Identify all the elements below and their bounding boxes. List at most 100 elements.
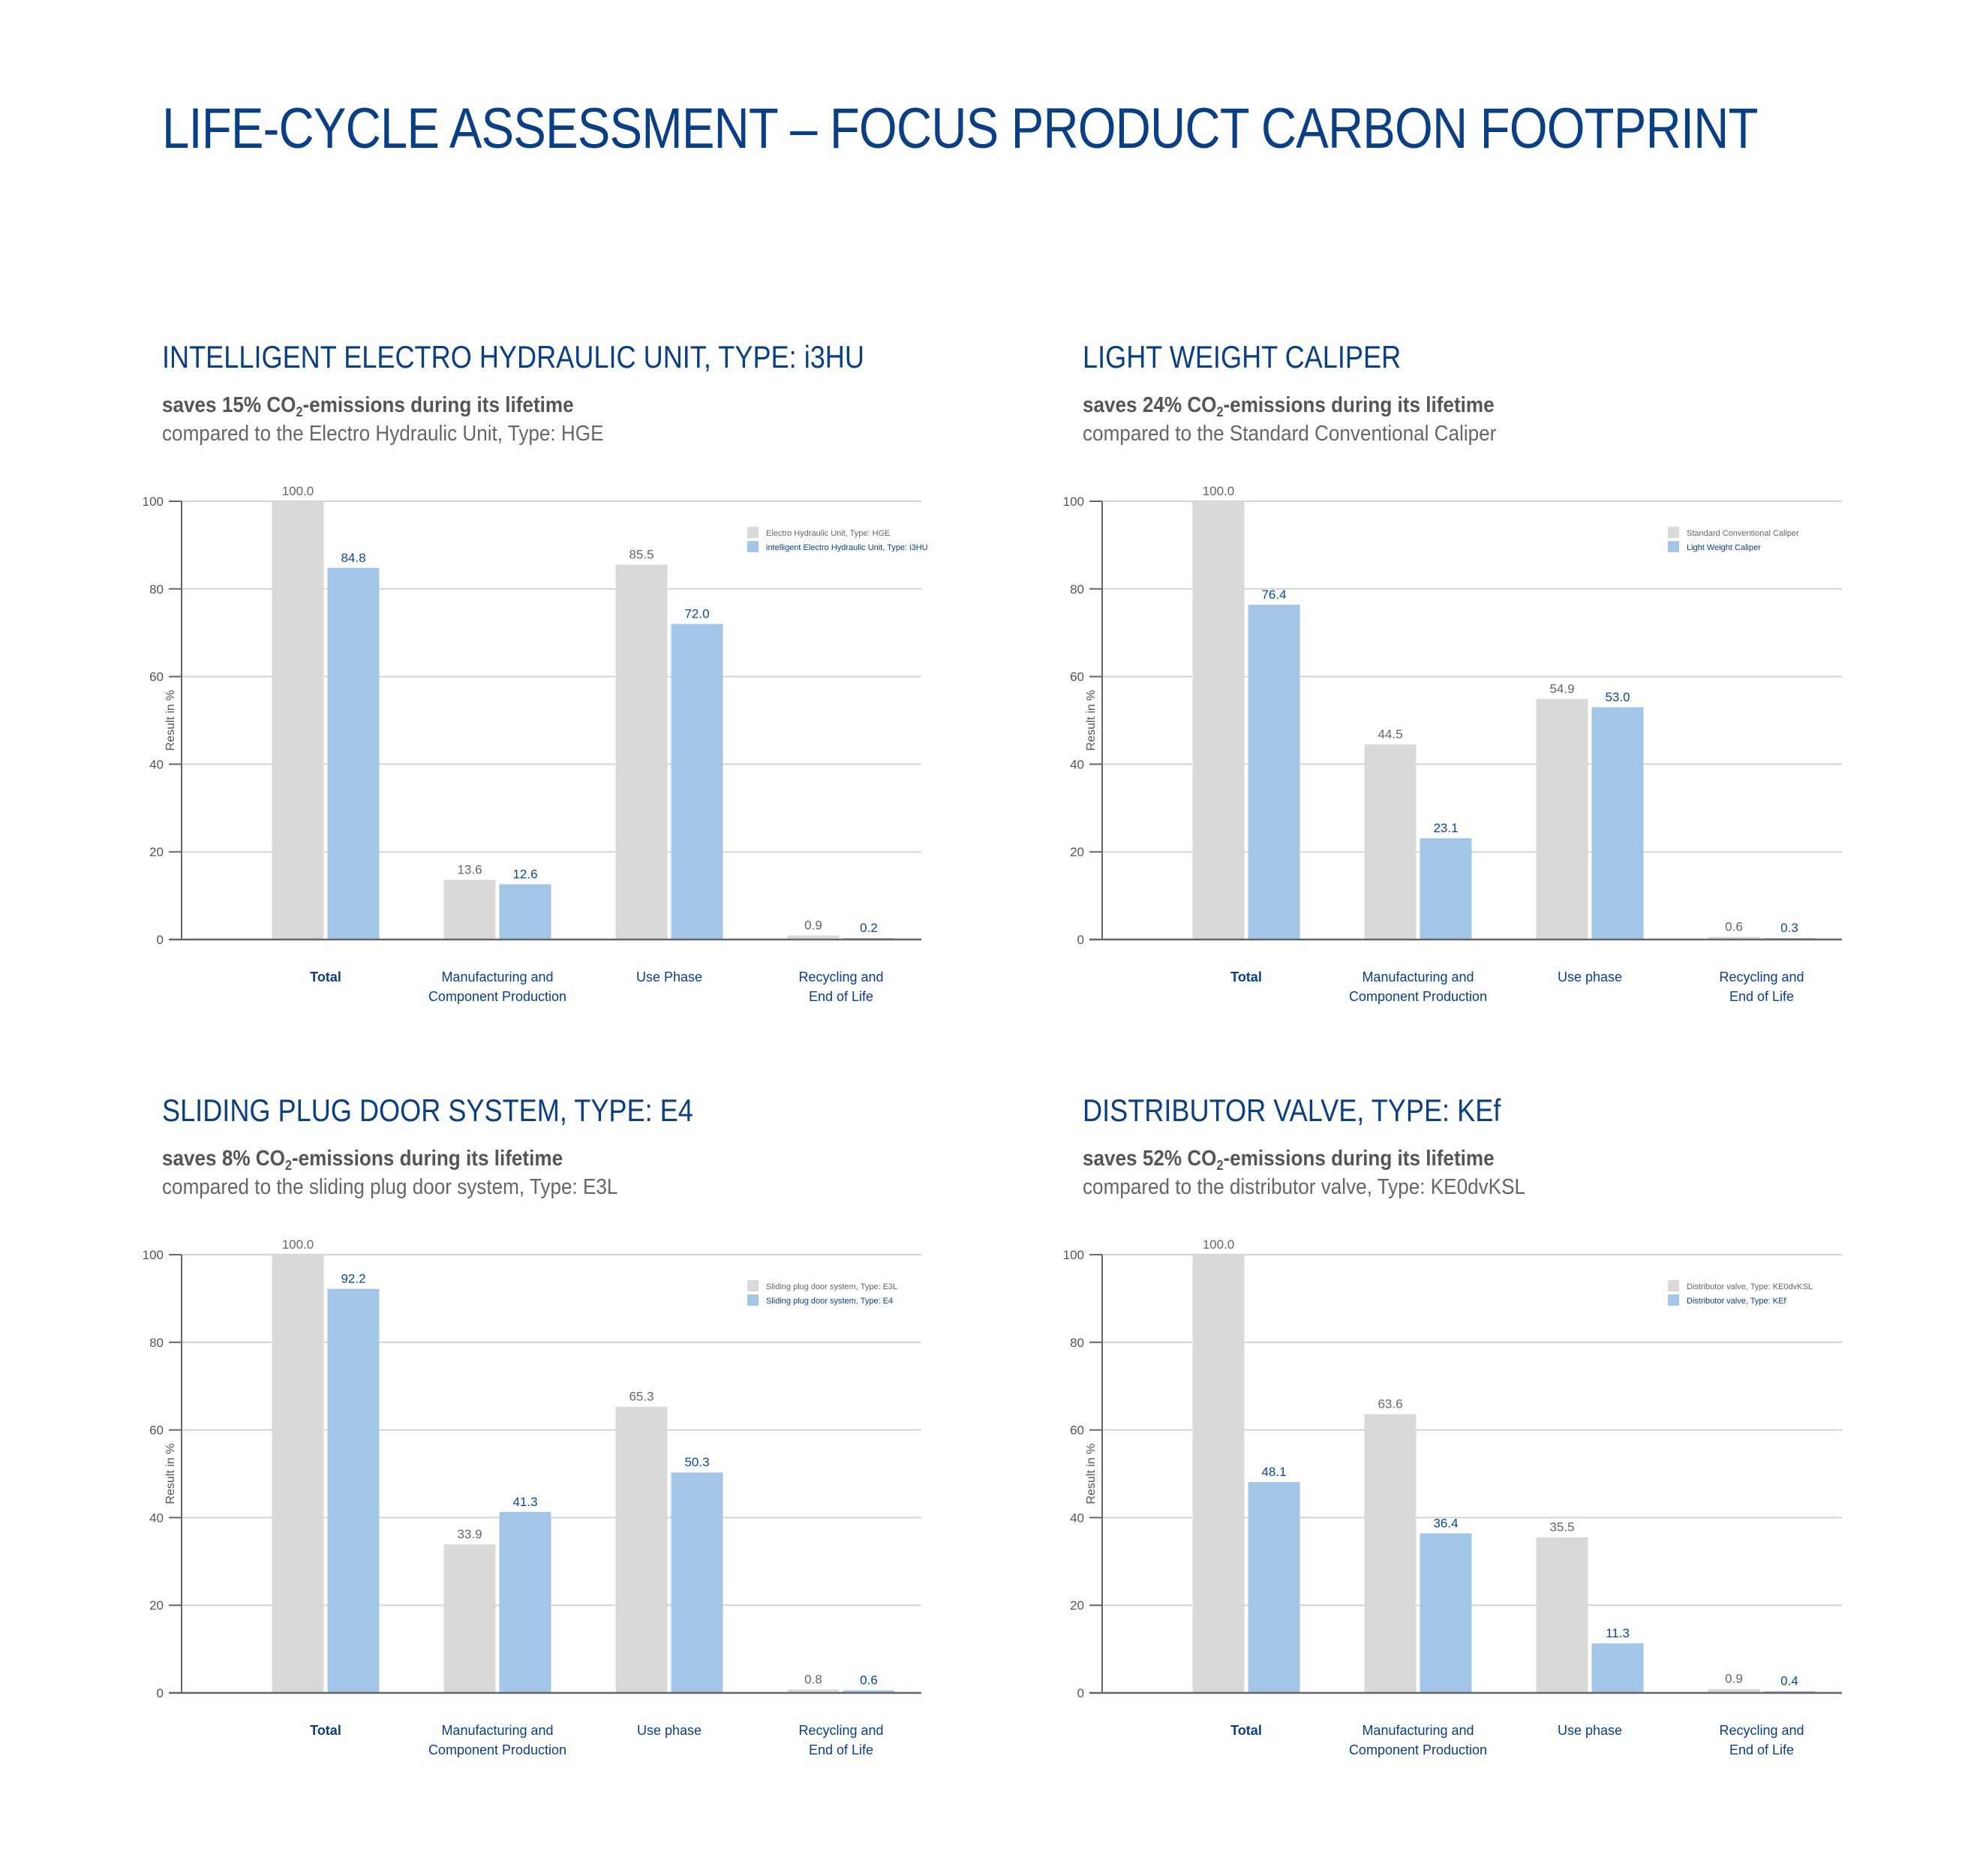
category-label: Manufacturing and [1362, 1723, 1474, 1738]
data-label: 85.5 [629, 548, 653, 562]
bar-baseline [1364, 1414, 1417, 1693]
bar-improved [327, 567, 380, 940]
bar-improved [499, 1511, 551, 1693]
data-label: 54.9 [1549, 681, 1574, 696]
comparison-text: compared to the sliding plug door system… [162, 1175, 618, 1199]
bar-chart: 0 20 40 60 80 100 Result in % 100.0 13.6 85.5 0.9 8… [143, 484, 928, 1004]
savings-subscript: 2 [296, 404, 303, 419]
bar-baseline [272, 1255, 324, 1693]
bar-baseline [1536, 1537, 1588, 1693]
category-label: Manufacturing and [441, 1723, 553, 1738]
panel-title: LIGHT WEIGHT CALIPER [1083, 339, 1402, 374]
panel-title: INTELLIGENT ELECTRO HYDRAULIC UNIT, TYPE… [162, 339, 864, 374]
y-tick-label: 40 [1070, 757, 1084, 771]
data-label: 41.3 [512, 1495, 537, 1509]
data-label: 33.9 [457, 1527, 482, 1541]
bar-improved [1420, 838, 1472, 940]
category-label: Use phase [1558, 970, 1622, 985]
category-label: Recycling and [798, 970, 883, 985]
category-label: Manufacturing and [441, 970, 553, 985]
bar-baseline [1192, 1255, 1245, 1693]
data-label: 12.6 [512, 867, 537, 881]
chart-panel-distributor-valve: DISTRIBUTOR VALVE, TYPE: KEf saves 52% C… [1063, 1093, 1983, 1805]
bar-improved [671, 1472, 723, 1693]
data-label: 100.0 [282, 484, 314, 498]
y-tick-label: 80 [149, 582, 164, 597]
bar-baseline [1708, 936, 1760, 940]
y-tick-label: 100 [1063, 1248, 1084, 1262]
bar-baseline [787, 935, 840, 940]
legend-swatch [1668, 527, 1679, 538]
savings-text: saves 8% CO2-emissions during its lifeti… [162, 1147, 563, 1174]
legend-label: Sliding plug door system, Type: E4 [766, 1297, 893, 1306]
bar-baseline [272, 501, 324, 940]
y-axis-label: Result in % [164, 1444, 177, 1505]
category-label: Recycling and [1719, 1723, 1804, 1738]
category-label: Recycling and [1719, 970, 1804, 985]
data-label: 23.1 [1433, 821, 1458, 835]
savings-suffix: -emissions during its lifetime [291, 1147, 563, 1171]
y-tick-label: 40 [149, 757, 164, 771]
data-label: 63.6 [1378, 1397, 1402, 1412]
legend-swatch [747, 1280, 759, 1291]
data-label: 50.3 [684, 1455, 709, 1469]
savings-suffix: -emissions during its lifetime [1223, 1147, 1495, 1171]
category-label: Component Production [428, 989, 566, 1004]
y-tick-label: 20 [149, 845, 164, 859]
category-label: End of Life [809, 1742, 873, 1757]
y-tick-label: 0 [157, 933, 164, 947]
bar-chart: 0 20 40 60 80 100 Result in % 100.0 33.9 65.3 0.8 9… [143, 1237, 921, 1757]
category-label: End of Life [809, 989, 873, 1004]
savings-prefix: saves 24% CO [1083, 393, 1217, 417]
bar-baseline [615, 564, 668, 940]
legend-label: Distributor valve, Type: KEf [1687, 1297, 1786, 1306]
data-label: 48.1 [1261, 1465, 1286, 1479]
comparison-text: compared to the distributor valve, Type:… [1083, 1175, 1525, 1199]
bar-improved [1248, 1482, 1300, 1693]
data-label: 0.3 [1780, 921, 1798, 935]
category-label: Total [1230, 1723, 1262, 1738]
bar-improved [1591, 707, 1644, 940]
y-tick-label: 60 [149, 670, 164, 684]
legend-swatch [1668, 541, 1679, 552]
y-tick-label: 80 [149, 1336, 164, 1350]
savings-suffix: -emissions during its lifetime [302, 393, 574, 417]
y-axis-label: Result in % [1085, 1444, 1098, 1505]
chart-panel-light-weight-caliper: LIGHT WEIGHT CALIPER saves 24% CO2-emiss… [1063, 339, 1983, 1052]
legend-swatch [747, 1294, 759, 1306]
category-label: Component Production [428, 1742, 566, 1757]
page-title: LIFE-CYCLE ASSESSMENT – FOCUS PRODUCT CA… [162, 97, 1758, 161]
y-tick-label: 0 [1077, 1686, 1084, 1700]
data-label: 44.5 [1378, 727, 1402, 741]
category-label: End of Life [1729, 1742, 1794, 1757]
data-label: 0.9 [1725, 1672, 1743, 1686]
bar-improved [1248, 604, 1300, 940]
category-label: Recycling and [798, 1723, 883, 1738]
bar-improved [843, 1690, 895, 1693]
data-label: 92.2 [341, 1272, 365, 1286]
legend-swatch [1668, 1280, 1679, 1291]
bar-improved [671, 624, 723, 940]
bar-baseline [443, 1544, 496, 1693]
legend-label: Distributor valve, Type: KE0dvKSL [1687, 1282, 1813, 1291]
data-label: 35.5 [1549, 1520, 1574, 1535]
category-label: Total [310, 1723, 341, 1738]
y-tick-label: 20 [149, 1598, 164, 1613]
bar-baseline [615, 1406, 668, 1693]
category-label: Component Production [1349, 1742, 1487, 1757]
y-tick-label: 80 [1070, 582, 1084, 597]
comparison-text: compared to the Standard Conventional Ca… [1083, 422, 1497, 446]
savings-subscript: 2 [1216, 1158, 1224, 1173]
data-label: 100.0 [1203, 484, 1235, 498]
data-label: 0.8 [804, 1672, 822, 1686]
y-tick-label: 20 [1070, 845, 1084, 859]
data-label: 100.0 [282, 1237, 314, 1252]
savings-suffix: -emissions during its lifetime [1223, 393, 1495, 417]
data-label: 0.9 [804, 918, 822, 933]
data-label: 100.0 [1203, 1237, 1235, 1252]
legend-swatch [747, 527, 759, 538]
category-label: Use phase [1558, 1723, 1622, 1738]
data-label: 0.4 [1780, 1674, 1798, 1688]
y-tick-label: 0 [157, 1686, 164, 1700]
bar-improved [499, 884, 551, 940]
